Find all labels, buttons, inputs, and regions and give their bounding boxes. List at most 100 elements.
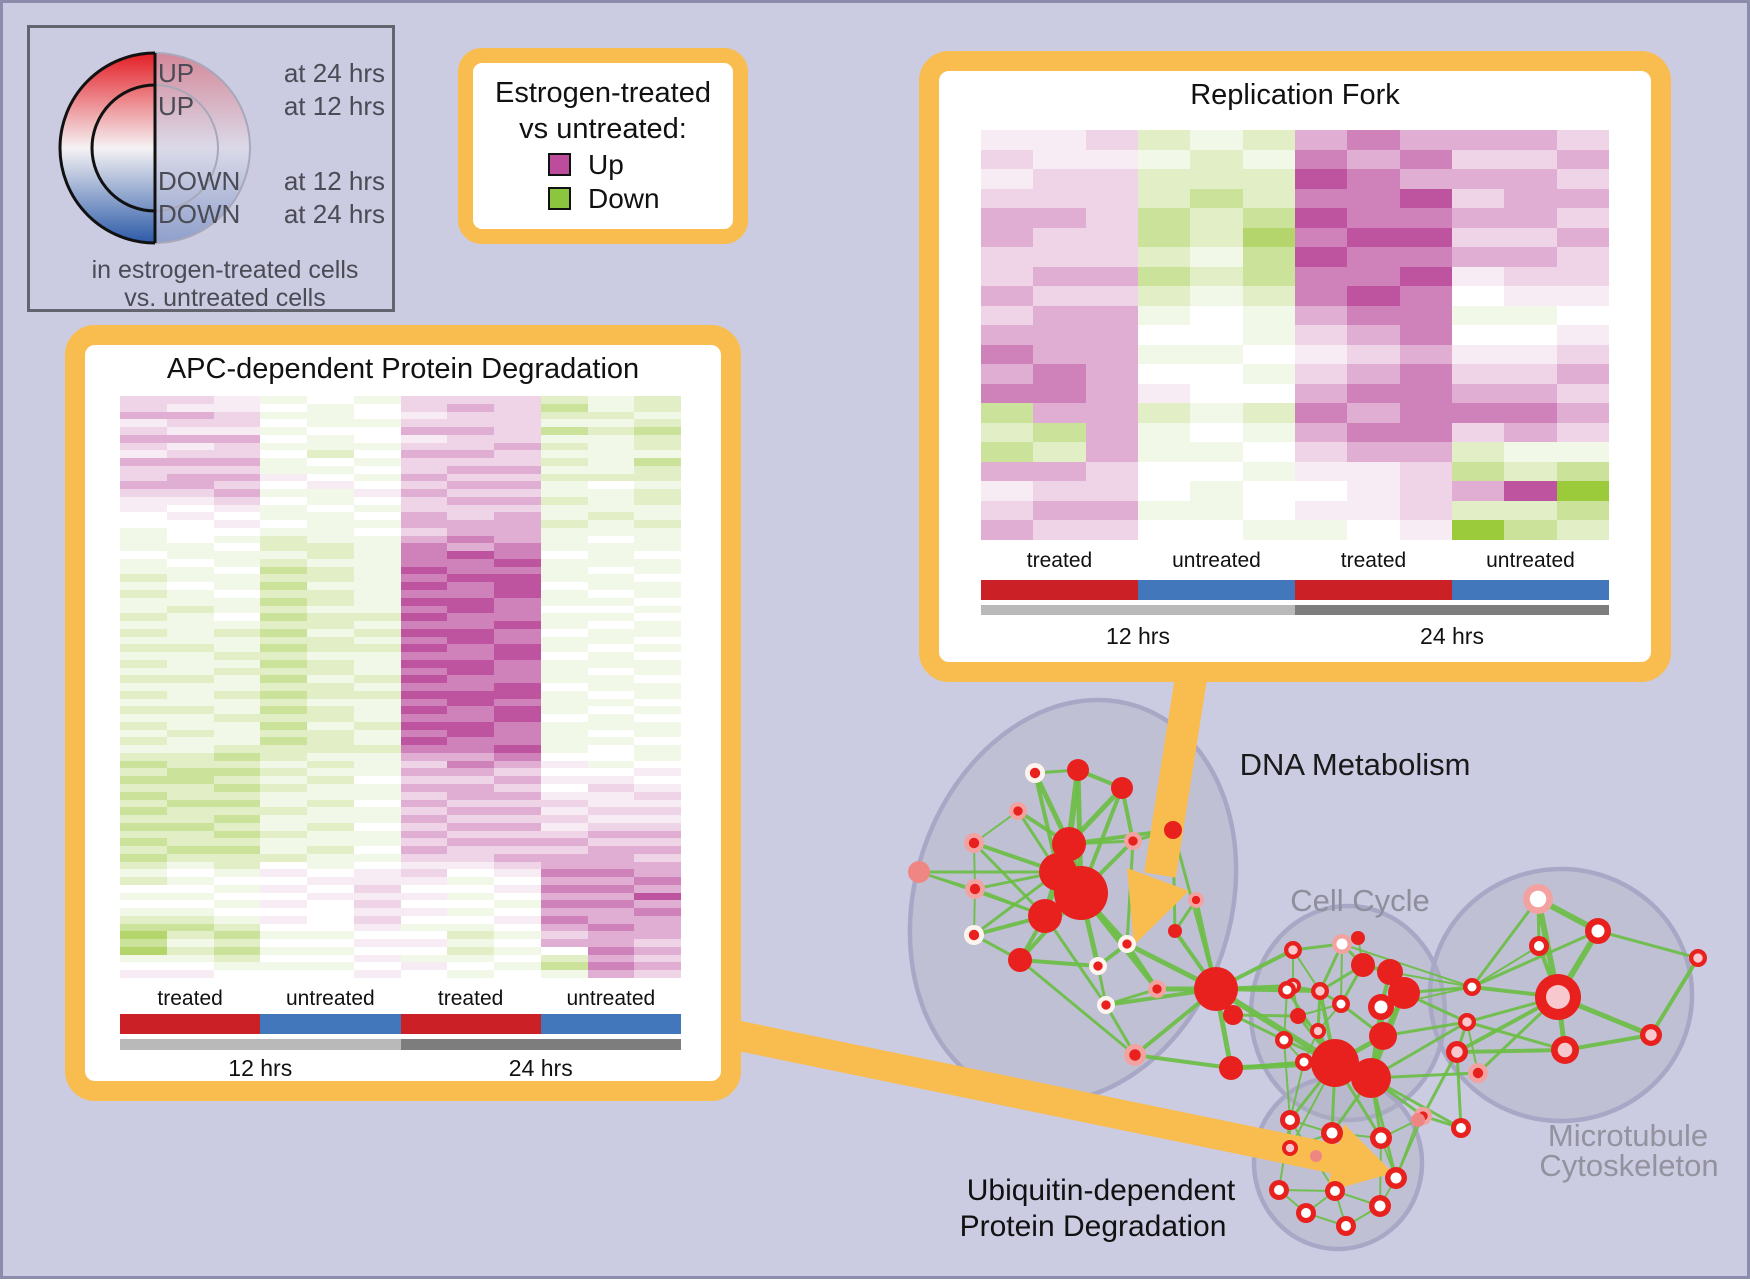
heatmap-cell — [540, 815, 588, 823]
network-edge — [1018, 958, 1137, 1057]
heatmap-cell — [447, 465, 494, 474]
heatmap-cell — [1242, 208, 1295, 228]
heatmap-cell — [1556, 208, 1609, 228]
network-edge — [1330, 1061, 1337, 1135]
heatmap-cell — [307, 582, 354, 590]
network-edge — [972, 933, 1022, 962]
heatmap-cell — [1399, 247, 1452, 267]
heatmap-cell — [1033, 442, 1086, 462]
heatmap-cell — [494, 923, 541, 932]
heatmap-cell — [447, 853, 494, 862]
heatmap-cell — [120, 458, 167, 466]
heatmap-cell — [166, 791, 214, 800]
heatmap-cell — [447, 861, 494, 870]
network-edge — [1555, 928, 1601, 1000]
heatmap-cell — [494, 729, 541, 738]
heatmap-cell — [166, 908, 214, 916]
heatmap-cell — [1294, 305, 1348, 326]
heatmap-cell — [494, 481, 541, 490]
heatmap-cell — [494, 737, 541, 746]
network-edge — [918, 871, 1046, 917]
heatmap-cell — [213, 597, 261, 606]
condition-bar-segment — [400, 1014, 541, 1034]
network-node-core — [1456, 1123, 1466, 1133]
heatmap-cell — [166, 403, 214, 412]
heatmap-cell — [120, 861, 167, 870]
heatmap-cell — [1347, 188, 1400, 209]
heatmap-cell — [307, 954, 354, 963]
heatmap-cell — [260, 558, 307, 567]
heatmap-cell — [307, 760, 354, 769]
heatmap-cell — [494, 465, 541, 474]
heatmap-cell — [307, 496, 354, 505]
heatmap-cell — [307, 714, 354, 722]
heatmap-cell — [1033, 266, 1086, 287]
heatmap-cell — [1399, 286, 1452, 306]
heatmap-cell — [260, 396, 307, 404]
heatmap-cell — [1347, 481, 1400, 501]
heatmap-cell — [1504, 481, 1557, 501]
heatmap-cell — [447, 714, 494, 722]
heatmap-cell — [1137, 520, 1191, 540]
heatmap-cell — [260, 434, 307, 443]
heatmap-cell — [166, 481, 214, 490]
heatmap-cell — [494, 752, 541, 761]
network-edge — [1125, 942, 1159, 991]
network-node-core — [1129, 1049, 1141, 1061]
heatmap-cell — [494, 962, 541, 971]
heatmap-cell — [120, 698, 167, 707]
heatmap-cell — [353, 706, 401, 715]
heatmap-cell — [120, 582, 167, 590]
heatmap-cell — [1085, 442, 1138, 462]
network-node — [1529, 936, 1549, 956]
rf-condition-bar — [981, 580, 1609, 600]
heatmap-cell — [1137, 325, 1191, 345]
heatmap-cell — [353, 915, 401, 924]
heatmap-cell — [213, 582, 261, 590]
heatmap-cell — [260, 582, 307, 590]
heatmap-cell — [540, 946, 588, 955]
heatmap-cell — [166, 659, 214, 668]
condition-bar-segment — [260, 1014, 401, 1034]
cluster-label: Cytoskeleton — [1539, 1148, 1718, 1183]
heatmap-cell — [1504, 130, 1557, 150]
heatmap-cell — [353, 861, 401, 870]
heatmap-cell — [587, 706, 635, 715]
network-edge — [1339, 963, 1365, 1006]
heatmap-cell — [1504, 442, 1557, 462]
heatmap-cell — [634, 954, 681, 963]
heatmap-cell — [120, 667, 167, 676]
heatmap-cell — [1451, 169, 1505, 189]
heatmap-cell — [634, 504, 681, 513]
heatmap-cell — [587, 403, 635, 412]
network-edge — [972, 841, 1060, 874]
heatmap-cell — [1556, 403, 1609, 423]
heatmap-cell — [540, 489, 588, 497]
heatmap-cell — [1190, 149, 1243, 170]
heatmap-cell — [1190, 227, 1243, 248]
heatmap-cell — [400, 970, 448, 978]
heatmap-cell — [1190, 500, 1243, 521]
heatmap-cell — [213, 791, 261, 800]
heatmap-cell — [307, 644, 354, 653]
heatmap-cell — [1033, 520, 1086, 540]
heatmap-cell — [587, 496, 635, 505]
network-edge — [1018, 891, 1083, 962]
network-node-core — [1645, 1029, 1657, 1041]
heatmap-cell — [400, 652, 448, 660]
heatmap-cell — [307, 970, 354, 978]
heatmap-cell — [260, 962, 307, 971]
network-node — [1124, 832, 1142, 850]
heatmap-cell — [587, 489, 635, 497]
network-node-core — [968, 929, 980, 941]
heatmap-cell — [540, 396, 588, 404]
network-node-core — [1462, 1017, 1472, 1027]
heatmap-cell — [307, 628, 354, 637]
heatmap-cell — [213, 675, 261, 684]
network-edge — [1465, 995, 1560, 1024]
heatmap-cell — [1399, 442, 1452, 462]
heatmap-cell — [494, 760, 541, 769]
condition-bar-segment — [540, 1014, 681, 1034]
heatmap-cell — [213, 861, 261, 870]
heatmap-cell — [120, 838, 167, 847]
